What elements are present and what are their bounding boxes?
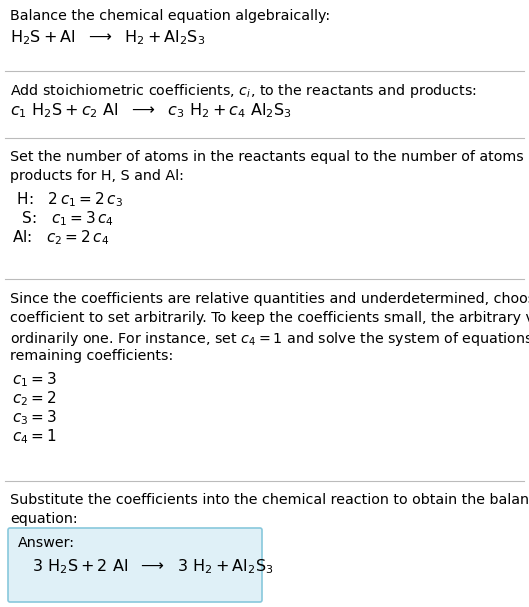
Text: Add stoichiometric coefficients, $c_i$, to the reactants and products:: Add stoichiometric coefficients, $c_i$, … [10, 82, 477, 100]
Text: remaining coefficients:: remaining coefficients: [10, 349, 174, 363]
Text: Balance the chemical equation algebraically:: Balance the chemical equation algebraica… [10, 9, 330, 23]
Text: products for H, S and Al:: products for H, S and Al: [10, 169, 184, 183]
Text: equation:: equation: [10, 512, 78, 526]
Text: $c_4 = 1$: $c_4 = 1$ [12, 427, 57, 446]
Text: Substitute the coefficients into the chemical reaction to obtain the balanced: Substitute the coefficients into the che… [10, 493, 529, 507]
Text: Since the coefficients are relative quantities and underdetermined, choose a: Since the coefficients are relative quan… [10, 292, 529, 306]
Text: ordinarily one. For instance, set $c_4 = 1$ and solve the system of equations fo: ordinarily one. For instance, set $c_4 =… [10, 330, 529, 348]
Text: $c_1\ \mathrm{H_2S} + c_2\ \mathrm{Al}$  $\longrightarrow$  $c_3\ \mathrm{H_2} +: $c_1\ \mathrm{H_2S} + c_2\ \mathrm{Al}$ … [10, 101, 291, 120]
Text: coefficient to set arbitrarily. To keep the coefficients small, the arbitrary va: coefficient to set arbitrarily. To keep … [10, 311, 529, 325]
Text: $\mathrm{H_2S + Al}$  $\longrightarrow$  $\mathrm{H_2 + Al_2S_3}$: $\mathrm{H_2S + Al}$ $\longrightarrow$ $… [10, 28, 205, 47]
Text: S:   $c_1 = 3\,c_4$: S: $c_1 = 3\,c_4$ [12, 209, 114, 228]
Text: $c_1 = 3$: $c_1 = 3$ [12, 370, 57, 388]
Text: $3\ \mathrm{H_2S} + 2\ \mathrm{Al}$  $\longrightarrow$  $3\ \mathrm{H_2} + \math: $3\ \mathrm{H_2S} + 2\ \mathrm{Al}$ $\lo… [32, 557, 273, 575]
Text: $c_2 = 2$: $c_2 = 2$ [12, 389, 57, 408]
Text: H:   $2\,c_1 = 2\,c_3$: H: $2\,c_1 = 2\,c_3$ [12, 190, 123, 209]
Text: Al:   $c_2 = 2\,c_4$: Al: $c_2 = 2\,c_4$ [12, 228, 110, 246]
Text: $c_3 = 3$: $c_3 = 3$ [12, 408, 57, 427]
FancyBboxPatch shape [8, 528, 262, 602]
Text: Set the number of atoms in the reactants equal to the number of atoms in the: Set the number of atoms in the reactants… [10, 150, 529, 164]
Text: Answer:: Answer: [18, 536, 75, 550]
